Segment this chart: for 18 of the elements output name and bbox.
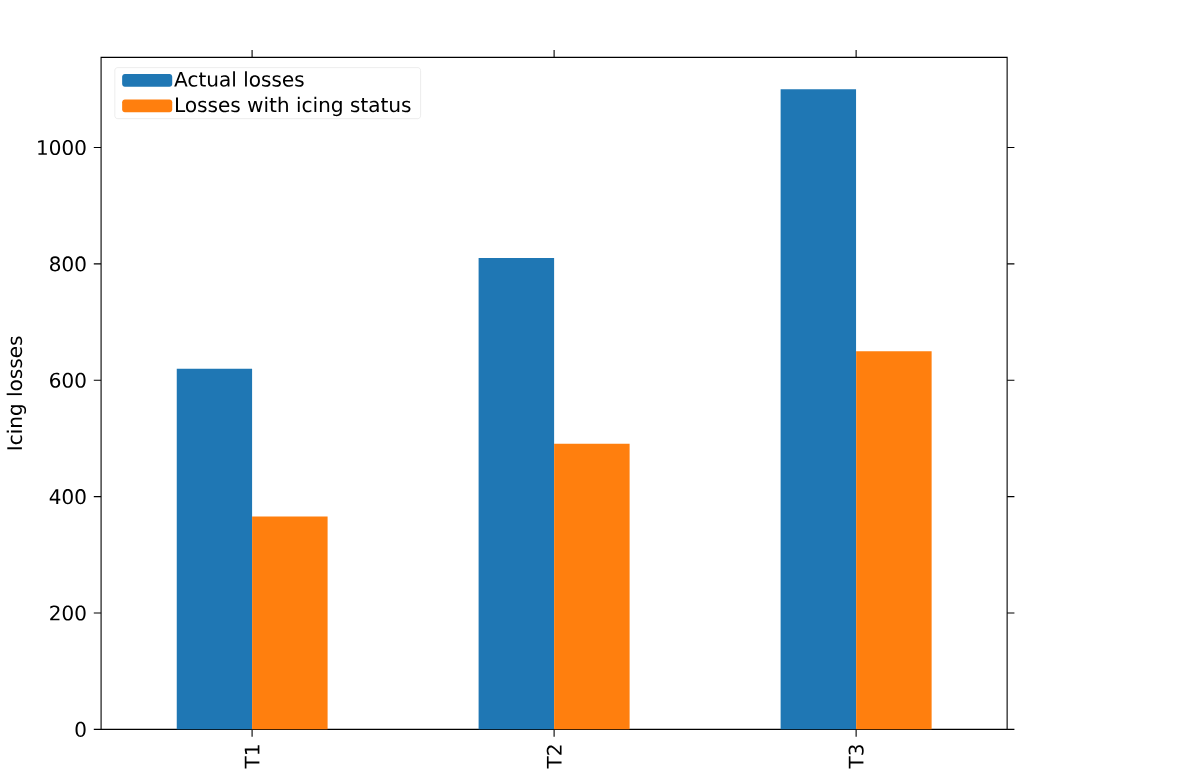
- y-tick-label: 600: [50, 372, 86, 388]
- y-tick-label: 200: [50, 605, 86, 621]
- x-tick-label: T2: [546, 745, 562, 769]
- legend-label: Losses with icing status: [176, 96, 411, 116]
- y-tick-label: 1000: [38, 139, 86, 155]
- bar: [252, 516, 328, 730]
- bar: [478, 257, 555, 730]
- x-tick-label: T1: [244, 745, 260, 769]
- y-axis-title: Icing losses: [6, 336, 27, 450]
- y-tick-label: 0: [75, 721, 86, 737]
- bar: [554, 443, 630, 730]
- x-tick-label: T3: [848, 744, 864, 769]
- legend-label: Actual losses: [174, 71, 304, 87]
- bar: [856, 351, 932, 730]
- bar: [176, 368, 253, 730]
- y-tick-label: 800: [50, 256, 86, 272]
- bar: [780, 89, 857, 730]
- y-tick-label: 400: [49, 488, 86, 505]
